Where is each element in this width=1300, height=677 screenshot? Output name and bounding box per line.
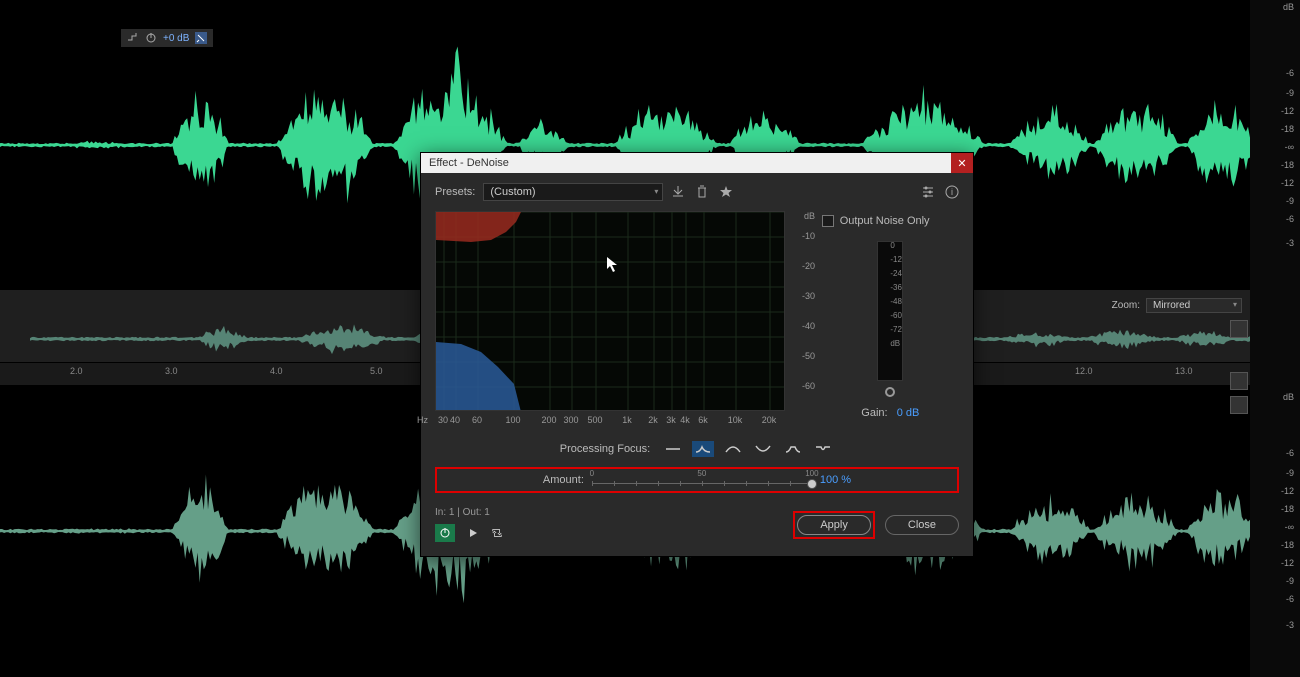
focus-mode-1[interactable] <box>692 441 714 457</box>
zoom-label: Zoom: <box>1112 300 1140 311</box>
gain-chip[interactable]: +0 dB <box>120 28 214 48</box>
spectrum-hz-scale: Hz 3040601002003005001k2k3k4k6k10k20k <box>435 415 785 427</box>
dialog-titlebar[interactable]: Effect - DeNoise ✕ <box>421 153 973 173</box>
effect-dialog: Effect - DeNoise ✕ Presets: (Custom) i <box>420 152 974 557</box>
delete-preset-icon[interactable] <box>695 185 709 199</box>
db-ruler: dB -6-9-12-18-∞-18-12-9-6-3-6-9-12-18-∞-… <box>1250 0 1300 677</box>
processing-focus-row: Processing Focus: <box>435 441 959 457</box>
info-icon[interactable]: i <box>945 185 959 199</box>
db-header-bottom: dB <box>1283 392 1294 402</box>
settings-icon[interactable] <box>921 185 935 199</box>
presets-label: Presets: <box>435 186 475 198</box>
svg-text:i: i <box>951 187 953 197</box>
favorite-icon[interactable] <box>719 185 733 199</box>
tool-icon[interactable] <box>1230 396 1248 414</box>
zoom-select[interactable]: Mirrored <box>1146 298 1242 313</box>
focus-mode-2[interactable] <box>722 441 744 457</box>
power-icon <box>145 32 157 44</box>
gain-value: +0 dB <box>163 33 189 44</box>
presets-row: Presets: (Custom) i <box>435 183 959 201</box>
spectrum-panel: dB-10-20-30-40-50-60 Hz 3040601002003005… <box>435 211 808 427</box>
output-noise-checkbox[interactable] <box>822 215 834 227</box>
amount-slider[interactable]: 0 50 100 <box>592 473 812 487</box>
slider-knob[interactable] <box>807 479 817 489</box>
output-noise-label: Output Noise Only <box>840 215 930 227</box>
apply-button[interactable]: Apply <box>797 515 871 535</box>
focus-mode-4[interactable] <box>782 441 804 457</box>
hz-label: Hz <box>417 415 428 425</box>
gain-value[interactable]: 0 dB <box>897 407 920 419</box>
volume-icon <box>127 32 139 44</box>
apply-highlight: Apply <box>793 511 875 539</box>
view-tools <box>1230 320 1248 414</box>
amount-label: Amount: <box>543 474 584 486</box>
spectrum-display[interactable] <box>435 211 785 411</box>
pin-icon <box>195 32 207 44</box>
focus-mode-5[interactable] <box>812 441 834 457</box>
playback-controls <box>435 524 503 542</box>
meter-column: Output Noise Only 0-12-24-36-48-60-72dB … <box>822 211 959 427</box>
db-header: dB <box>1283 2 1294 12</box>
preset-select[interactable]: (Custom) <box>483 183 663 201</box>
play-icon[interactable] <box>467 527 479 539</box>
tool-icon[interactable] <box>1230 320 1248 338</box>
zoom-bar: Zoom: Mirrored <box>1112 298 1242 313</box>
tool-icon[interactable] <box>1230 372 1248 390</box>
focus-buttons <box>662 441 834 457</box>
close-button[interactable]: Close <box>885 515 959 535</box>
gain-knob[interactable] <box>885 387 895 397</box>
close-icon[interactable]: ✕ <box>951 153 973 173</box>
dialog-title: Effect - DeNoise <box>429 157 509 169</box>
power-button[interactable] <box>435 524 455 542</box>
focus-label: Processing Focus: <box>560 443 650 455</box>
amount-row: Amount: 0 50 100 100 % <box>435 467 959 493</box>
in-out-label: In: 1 | Out: 1 <box>435 507 490 518</box>
amount-value[interactable]: 100 % <box>820 474 851 486</box>
focus-mode-0[interactable] <box>662 441 684 457</box>
save-preset-icon[interactable] <box>671 185 685 199</box>
loop-icon[interactable] <box>491 527 503 539</box>
gain-label: Gain: <box>861 407 887 419</box>
focus-mode-3[interactable] <box>752 441 774 457</box>
